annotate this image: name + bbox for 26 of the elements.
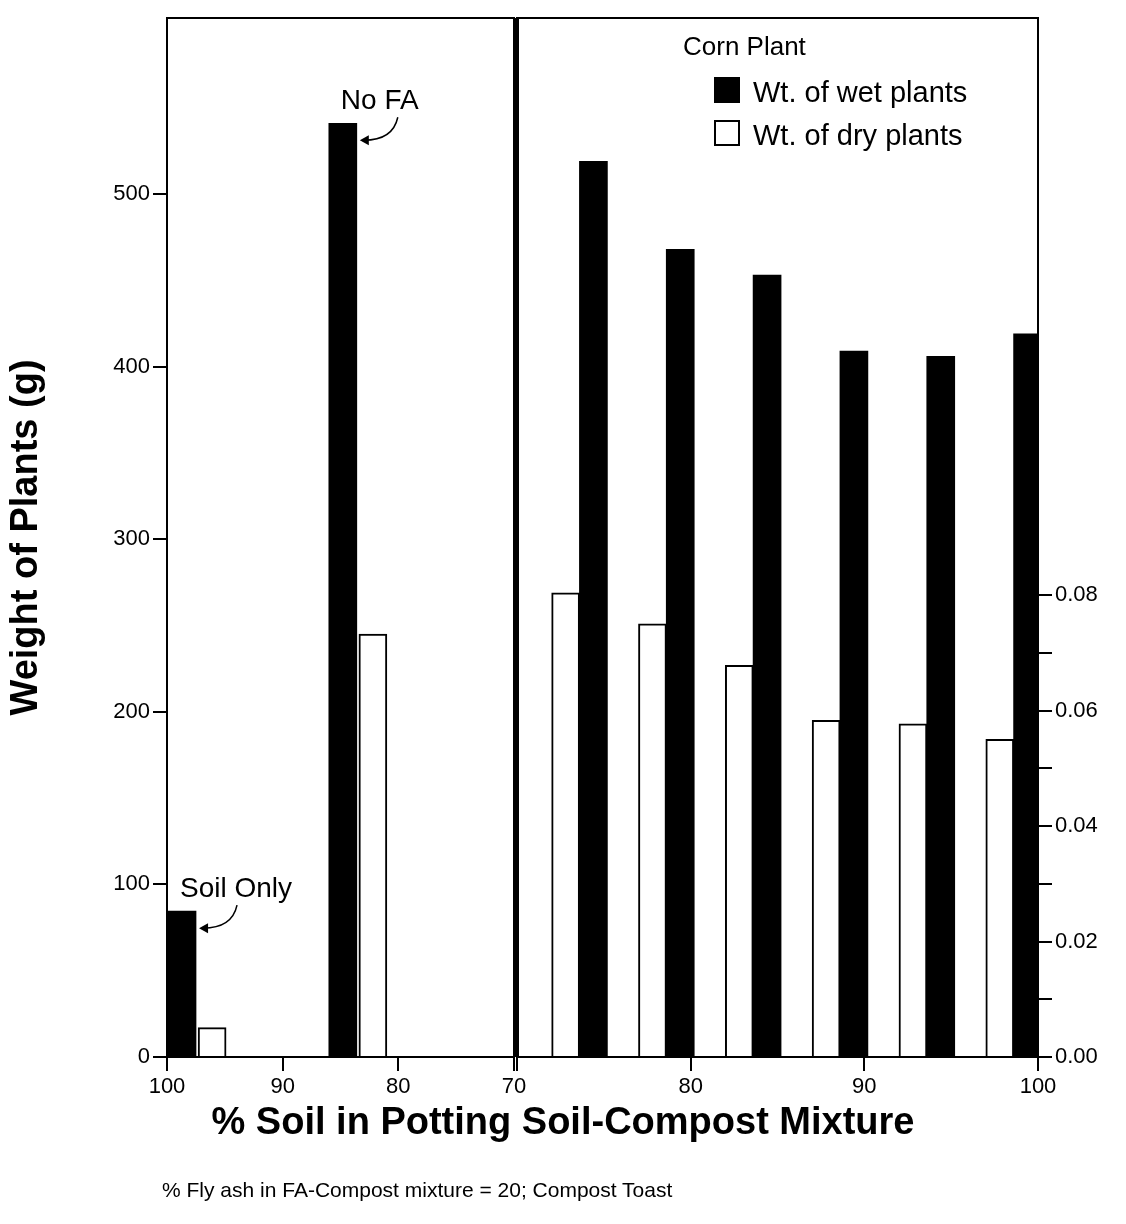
y-tick-label: 300 bbox=[113, 525, 150, 551]
x-tick-label: 90 bbox=[852, 1073, 877, 1099]
y-axis-title: Weight of Plants (g) bbox=[3, 359, 46, 716]
x-axis-title: % Soil in Potting Soil-Compost Mixture bbox=[210, 1100, 916, 1143]
y-tick-label: 500 bbox=[113, 180, 150, 206]
annotation: No FA bbox=[340, 84, 419, 116]
text: 0.06 bbox=[1055, 696, 1098, 722]
annotation: Soil Only bbox=[180, 872, 293, 904]
x-tick-label: 80 bbox=[386, 1073, 411, 1099]
y-tick-label: 100 bbox=[113, 870, 150, 896]
legend-label: Wt. of wet plants bbox=[753, 76, 968, 108]
x-tick-label: 90 bbox=[270, 1073, 295, 1099]
text: 0.02 bbox=[1055, 927, 1098, 953]
text: 0.00 bbox=[1055, 1043, 1098, 1069]
x-tick-label: 70 bbox=[501, 1073, 527, 1099]
x-tick-label: 100 bbox=[148, 1073, 186, 1099]
text: % Fly ash in FA-Compost mixture = 20; Compost Toast bbox=[162, 1178, 673, 1202]
y-tick-label: 400 bbox=[113, 352, 150, 378]
x-tick-label: 100 bbox=[1019, 1073, 1057, 1099]
y-tick-label: 200 bbox=[113, 697, 150, 723]
legend-label: Wt. of dry plants bbox=[753, 119, 963, 151]
text: 0.08 bbox=[1055, 581, 1098, 607]
x-tick-label: 80 bbox=[678, 1073, 703, 1099]
legend-title: Corn Plant bbox=[683, 31, 807, 61]
text: 0.04 bbox=[1055, 812, 1098, 838]
y-tick-label: 0 bbox=[137, 1043, 150, 1069]
